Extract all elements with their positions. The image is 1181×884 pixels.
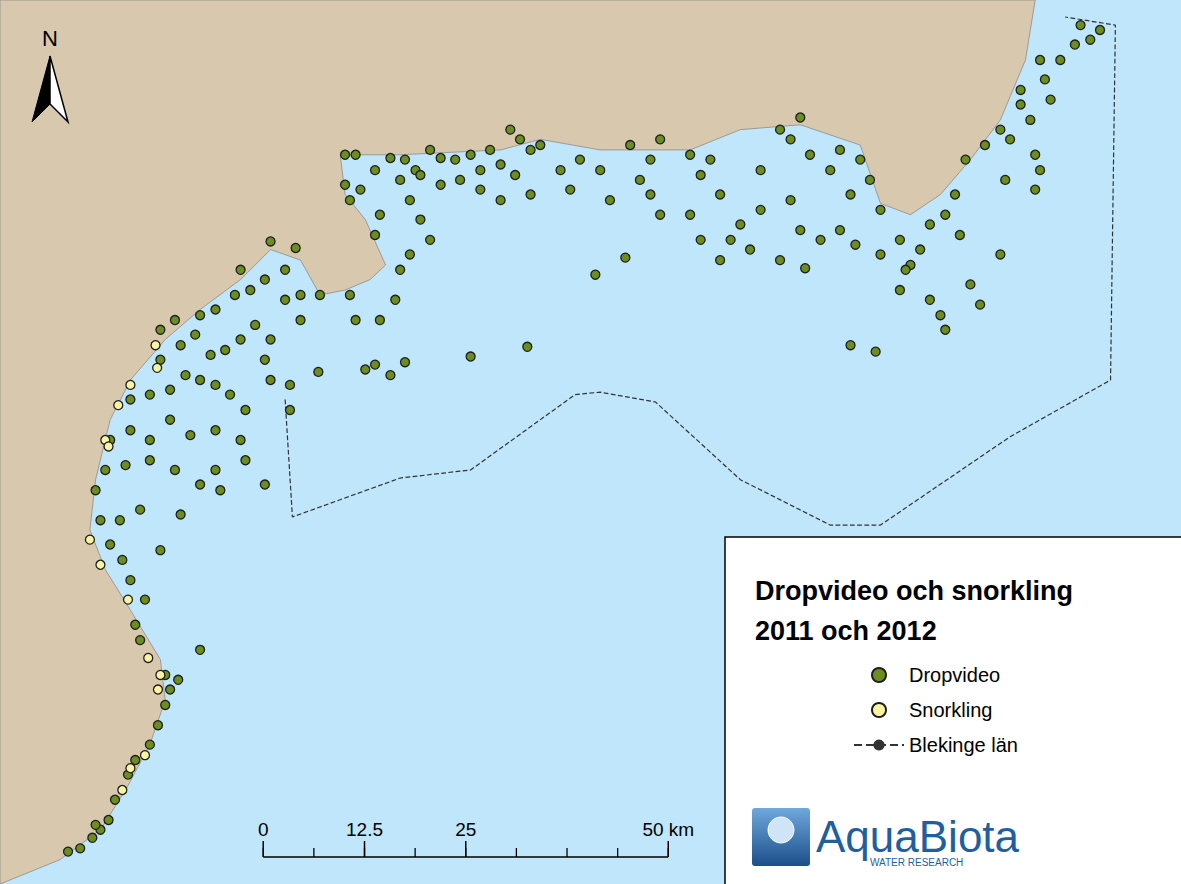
svg-text:AquaBiota: AquaBiota (816, 812, 1020, 861)
svg-text:2011 och 2012: 2011 och 2012 (755, 616, 937, 646)
svg-text:50 km: 50 km (642, 819, 694, 840)
svg-text:N: N (42, 26, 58, 51)
svg-text:12.5: 12.5 (346, 819, 383, 840)
svg-text:Dropvideo: Dropvideo (909, 664, 1000, 686)
svg-text:25: 25 (455, 819, 476, 840)
svg-text:Dropvideo och snorkling: Dropvideo och snorkling (755, 576, 1073, 606)
svg-text:Snorkling: Snorkling (909, 699, 992, 721)
svg-text:Blekinge län: Blekinge län (909, 734, 1018, 756)
svg-text:WATER RESEARCH: WATER RESEARCH (870, 857, 963, 868)
svg-text:0: 0 (258, 819, 269, 840)
